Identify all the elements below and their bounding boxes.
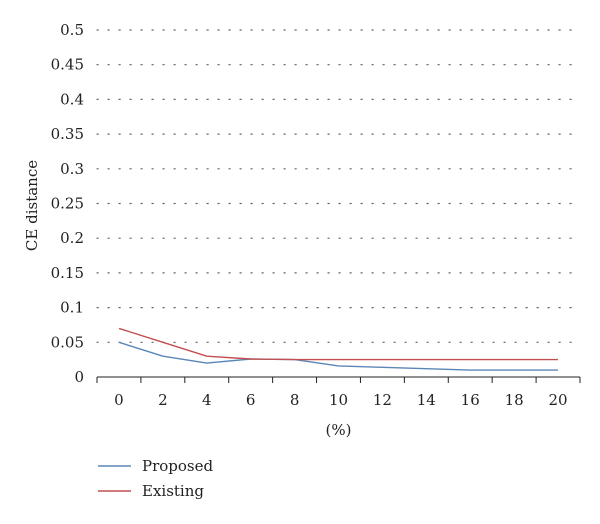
series-line-proposed	[118, 341, 558, 371]
x-tick-label: 20	[548, 391, 567, 409]
y-tick-label: 0.3	[60, 160, 84, 178]
y-tick-label: 0.2	[60, 229, 84, 247]
grid-lines	[96, 29, 581, 343]
y-tick-label: 0.05	[51, 333, 84, 351]
legend-label: Existing	[142, 482, 204, 500]
legend: Proposed Existing	[98, 457, 214, 500]
series-lines	[118, 327, 558, 371]
y-tick-label: 0.15	[51, 264, 84, 282]
x-tick-label: 6	[246, 391, 256, 409]
x-tick-label: 2	[158, 391, 168, 409]
x-tick-label: 18	[505, 391, 524, 409]
y-axis-ticks: 0 0.05 0.1 0.15 0.2 0.25 0.3 0.35 0.4 0.45 0.5	[51, 21, 84, 386]
x-tick-label: 4	[202, 391, 212, 409]
x-tick-label: 8	[290, 391, 300, 409]
x-axis-ticks: 0 2 4 6 8 10 12 14 16 18 20	[96, 377, 581, 409]
x-tick-label: 16	[461, 391, 480, 409]
y-tick-label: 0.35	[51, 125, 84, 143]
x-axis-label: (%)	[326, 421, 352, 439]
y-tick-label: 0.1	[60, 299, 84, 317]
y-tick-label: 0.5	[60, 21, 84, 39]
y-axis-label: CE distance	[23, 160, 41, 251]
x-tick-label: 14	[417, 391, 436, 409]
y-tick-label: 0	[74, 368, 84, 386]
x-tick-label: 12	[373, 391, 392, 409]
y-tick-label: 0.25	[51, 195, 84, 213]
series-line-existing	[118, 327, 558, 361]
y-tick-label: 0.4	[60, 90, 84, 108]
x-tick-label: 0	[114, 391, 124, 409]
legend-label: Proposed	[142, 457, 214, 475]
x-tick-label: 10	[329, 391, 348, 409]
y-tick-label: 0.45	[51, 56, 84, 74]
